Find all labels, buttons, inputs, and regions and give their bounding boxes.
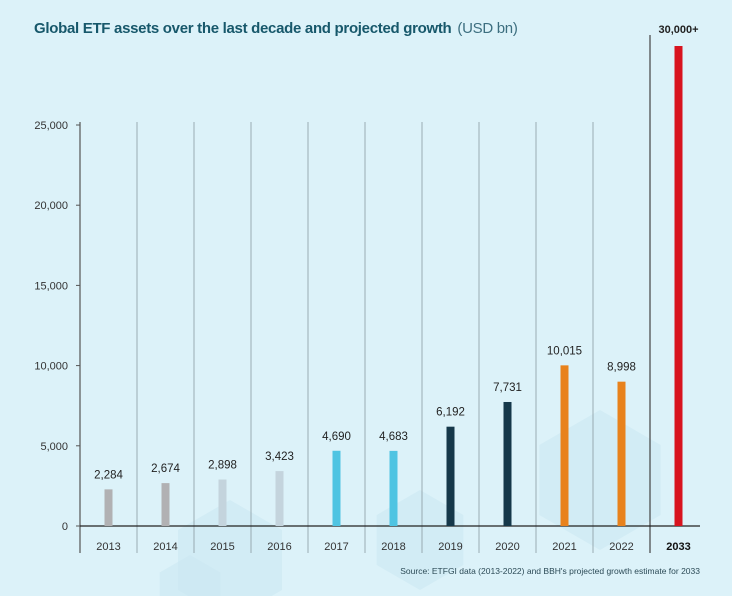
y-tick-label: 25,000 <box>34 120 68 132</box>
data-label-2019: 6,192 <box>436 407 465 419</box>
y-tick-label: 15,000 <box>34 280 68 292</box>
x-tick-label: 2015 <box>210 541 234 553</box>
x-tick-label: 2021 <box>552 541 576 553</box>
data-label-2021: 10,015 <box>547 345 582 357</box>
data-label-2016: 3,423 <box>265 451 294 463</box>
x-tick-label: 2017 <box>324 541 348 553</box>
source-note: Source: ETFGI data (2013-2022) and BBH's… <box>400 566 700 576</box>
y-tick-label: 0 <box>62 521 68 533</box>
x-tick-label: 2019 <box>438 541 462 553</box>
bar-2018 <box>389 450 398 526</box>
bar-2020 <box>503 401 512 526</box>
background-hexagon <box>376 490 464 590</box>
data-label-2020: 7,731 <box>493 382 522 394</box>
unit-label: (USD bn) <box>457 20 518 37</box>
bar-2013 <box>104 489 113 526</box>
bar-2019 <box>446 426 455 526</box>
x-tick-label: 2022 <box>609 541 633 553</box>
bar-2015 <box>218 479 227 526</box>
x-tick-label: 2013 <box>96 541 120 553</box>
title-text: Global ETF assets over the last decade a… <box>34 20 452 37</box>
bar-2033 <box>674 46 683 526</box>
data-label-2013: 2,284 <box>94 469 123 481</box>
data-label-2017: 4,690 <box>322 431 351 443</box>
x-tick-label: 2014 <box>153 541 177 553</box>
background-hexagon <box>159 555 221 596</box>
x-tick-label: 2016 <box>267 541 291 553</box>
y-tick-label: 20,000 <box>34 200 68 212</box>
y-tick-label: 5,000 <box>40 441 68 453</box>
data-label-2018: 4,683 <box>379 431 408 443</box>
x-tick-label: 2018 <box>381 541 405 553</box>
data-label-2022: 8,998 <box>607 362 636 374</box>
data-label-2015: 2,898 <box>208 460 237 472</box>
chart-title: Global ETF assets over the last decade a… <box>34 20 518 37</box>
bar-2017 <box>332 450 341 526</box>
x-tick-label: 2033 <box>666 541 690 553</box>
bar-2016 <box>275 471 284 526</box>
bar-2014 <box>161 483 170 526</box>
x-tick-label: 2020 <box>495 541 519 553</box>
data-label-2014: 2,674 <box>151 463 180 475</box>
data-label-2033: 30,000+ <box>658 24 698 36</box>
background-hexagon <box>539 410 661 550</box>
bar-2022 <box>617 381 626 526</box>
bar-2021 <box>560 365 569 526</box>
y-tick-label: 10,000 <box>34 361 68 373</box>
